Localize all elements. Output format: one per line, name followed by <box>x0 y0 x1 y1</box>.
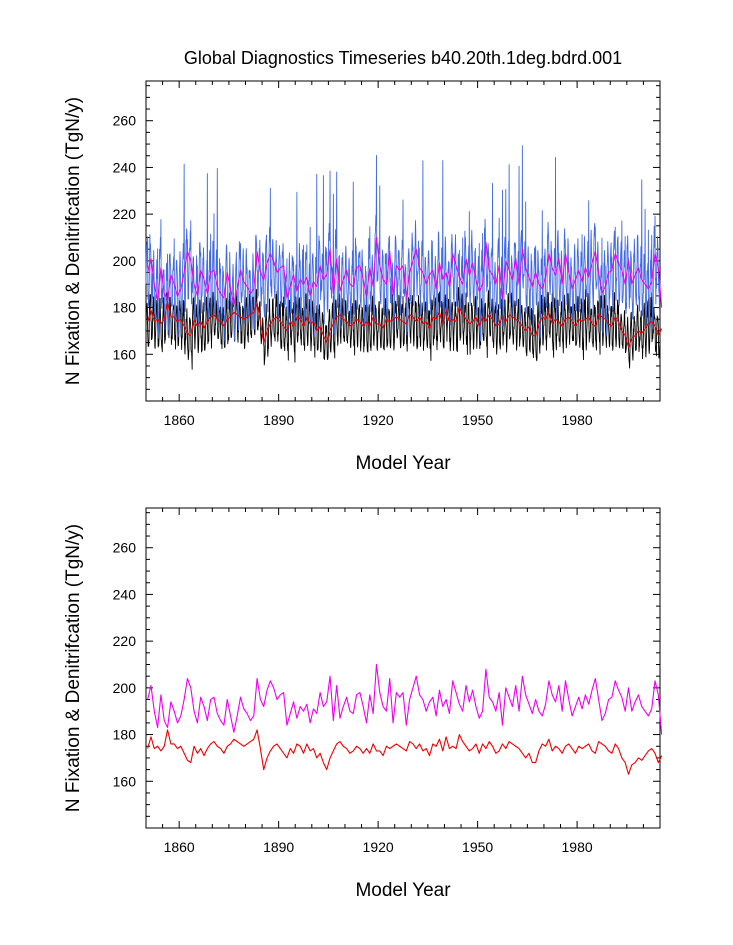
bottom-plot-frame <box>145 507 661 829</box>
y-tick-label: 160 <box>113 773 137 789</box>
x-tick-label: 1980 <box>562 839 593 855</box>
y-tick-label: 200 <box>113 680 137 696</box>
x-tick-label: 1860 <box>164 839 195 855</box>
bottom-tick-labels: 1860 1890 1920 1950 1980 160 180 200 220 240 260 <box>113 540 593 855</box>
series-line-denitrification-annual <box>147 302 663 348</box>
y-tick-label: 200 <box>113 253 137 269</box>
top-tick-labels: 1860 1890 1920 1950 1980 160 180 200 220 240 260 <box>113 113 593 428</box>
bottom-axis-ticks <box>145 508 661 829</box>
x-tick-label: 1920 <box>363 412 394 428</box>
top-panel: 1860 1890 1920 1950 1980 160 180 200 220 240 260 M… <box>63 80 663 474</box>
y-tick-label: 180 <box>113 727 137 743</box>
y-tick-label: 220 <box>113 633 137 649</box>
y-tick-label: 240 <box>113 586 137 602</box>
bottom-x-axis-title: Model Year <box>355 880 451 901</box>
chart-title: Global Diagnostics Timeseries b40.20th.1… <box>184 48 622 68</box>
top-series-group <box>145 145 663 370</box>
x-tick-label: 1920 <box>363 839 394 855</box>
y-tick-label: 160 <box>113 346 137 362</box>
bottom-series-group <box>147 663 663 775</box>
top-y-axis-title: N Fixation & Denitrifcation (TgN/y) <box>63 97 84 385</box>
series-line-denitrification-monthly <box>145 286 661 370</box>
bottom-y-axis-title: N Fixation & Denitrifcation (TgN/y) <box>63 524 84 812</box>
y-tick-label: 240 <box>113 159 137 175</box>
y-tick-label: 260 <box>113 113 137 129</box>
y-tick-label: 260 <box>113 540 137 556</box>
x-tick-label: 1890 <box>263 412 294 428</box>
y-tick-label: 220 <box>113 206 137 222</box>
series-line-n-fixation-monthly <box>145 145 661 347</box>
series-line-n-fixation-annual <box>147 663 663 735</box>
series-line-n-fixation-annual <box>147 236 663 308</box>
x-tick-label: 1950 <box>462 839 493 855</box>
x-tick-label: 1890 <box>263 839 294 855</box>
top-plot-frame <box>145 80 661 402</box>
x-tick-label: 1860 <box>164 412 195 428</box>
series-line-denitrification-annual <box>147 729 663 775</box>
top-x-axis-title: Model Year <box>355 453 451 474</box>
x-tick-label: 1980 <box>562 412 593 428</box>
bottom-panel: 1860 1890 1920 1950 1980 160 180 200 220 240 260 M… <box>63 507 663 901</box>
x-tick-label: 1950 <box>462 412 493 428</box>
y-tick-label: 180 <box>113 300 137 316</box>
